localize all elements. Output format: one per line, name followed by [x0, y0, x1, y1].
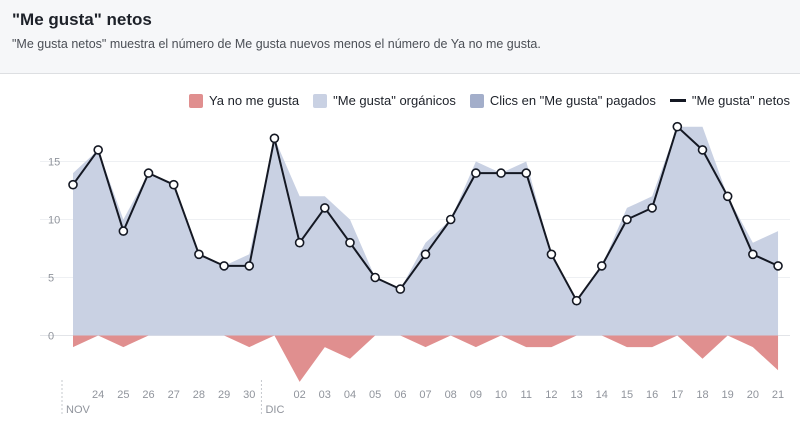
- organic-likes-area: [73, 126, 779, 336]
- net-likes-point: [773, 261, 783, 271]
- x-tick-label: 10: [495, 389, 507, 401]
- net-likes-point: [143, 168, 154, 178]
- net-likes-point: [596, 261, 607, 271]
- net-likes-point: [647, 203, 657, 213]
- x-tick-label: 30: [243, 389, 255, 401]
- net-likes-point: [496, 168, 506, 178]
- x-tick-label: 24: [92, 389, 104, 401]
- net-likes-point: [420, 249, 431, 260]
- net-likes-point: [219, 261, 229, 271]
- net-likes-point: [93, 145, 103, 155]
- y-tick-label: 15: [48, 157, 60, 169]
- x-tick-label: 21: [772, 389, 784, 401]
- net-likes-point: [546, 249, 557, 260]
- x-tick-label: 04: [344, 389, 356, 401]
- x-tick-label: 18: [696, 389, 708, 401]
- net-likes-point: [319, 203, 330, 213]
- x-tick-label: 25: [117, 389, 129, 401]
- net-likes-point: [521, 168, 532, 178]
- legend-label-net: "Me gusta" netos: [691, 93, 790, 108]
- unlikes-area: [73, 335, 779, 382]
- legend-item-organic[interactable]: "Me gusta" orgánicos: [313, 93, 456, 108]
- legend-item-paid[interactable]: Clics en "Me gusta" pagados: [469, 93, 656, 108]
- x-tick-label: 27: [168, 389, 180, 401]
- x-tick-label: 07: [419, 389, 431, 401]
- net-likes-point: [395, 284, 406, 294]
- net-likes-point: [269, 133, 280, 144]
- x-tick-label: 13: [570, 389, 582, 401]
- net-likes-point: [370, 272, 380, 283]
- month-label: NOV: [66, 404, 91, 416]
- net-likes-point: [118, 226, 129, 236]
- x-tick-label: 29: [218, 389, 230, 401]
- net-likes-point: [748, 249, 758, 260]
- legend-swatch-organic: [313, 93, 328, 108]
- month-label: DIC: [265, 404, 284, 416]
- x-tick-label: 15: [621, 389, 633, 401]
- x-tick-label: 02: [293, 389, 305, 401]
- x-tick-label: 03: [319, 389, 331, 401]
- net-likes-point: [622, 214, 632, 225]
- x-tick-label: 12: [545, 389, 557, 401]
- legend-swatch-paid: [469, 93, 484, 108]
- legend-item-unlikes[interactable]: Ya no me gusta: [189, 93, 299, 108]
- net-likes-point: [697, 145, 708, 155]
- net-likes-point: [294, 237, 305, 248]
- chart-title: "Me gusta" netos: [12, 10, 152, 29]
- x-tick-label: 09: [470, 389, 482, 401]
- net-likes-point: [168, 179, 179, 190]
- legend-item-net[interactable]: "Me gusta" netos: [669, 93, 790, 108]
- net-likes-point: [445, 214, 456, 225]
- x-tick-label: 06: [394, 389, 406, 401]
- y-tick-label: 0: [48, 331, 54, 343]
- legend-label-organic: "Me gusta" orgánicos: [333, 93, 456, 108]
- net-likes-point: [244, 261, 255, 271]
- x-tick-label: 26: [142, 389, 154, 401]
- net-likes-point: [571, 295, 582, 306]
- x-tick-label: 08: [445, 389, 457, 401]
- y-tick-label: 10: [48, 215, 60, 227]
- legend-swatch-unlikes: [189, 93, 204, 108]
- net-likes-point: [471, 168, 481, 178]
- legend-label-paid: Clics en "Me gusta" pagados: [489, 93, 656, 108]
- x-tick-label: 17: [671, 389, 683, 401]
- chart-header: "Me gusta" netos "Me gusta netos" muestr…: [0, 0, 800, 74]
- net-likes-point: [722, 191, 733, 202]
- net-likes-point: [345, 237, 355, 248]
- legend-label-unlikes: Ya no me gusta: [209, 93, 300, 108]
- chart-subtitle: "Me gusta netos" muestra el número de Me…: [12, 37, 541, 51]
- x-tick-label: 05: [369, 389, 381, 401]
- x-tick-label: 20: [747, 389, 759, 401]
- legend-swatch-net: [669, 99, 686, 102]
- x-tick-label: 11: [521, 389, 532, 401]
- x-tick-label: 19: [722, 389, 734, 401]
- x-tick-label: 28: [193, 389, 205, 401]
- net-likes-point: [194, 249, 204, 260]
- net-likes-point: [672, 121, 683, 132]
- chart-legend: Ya no me gusta "Me gusta" orgánicos Clic…: [189, 93, 790, 108]
- x-tick-label: 14: [596, 389, 608, 401]
- net-likes-point: [68, 179, 78, 190]
- x-tick-label: 16: [646, 389, 658, 401]
- y-tick-label: 5: [48, 273, 54, 285]
